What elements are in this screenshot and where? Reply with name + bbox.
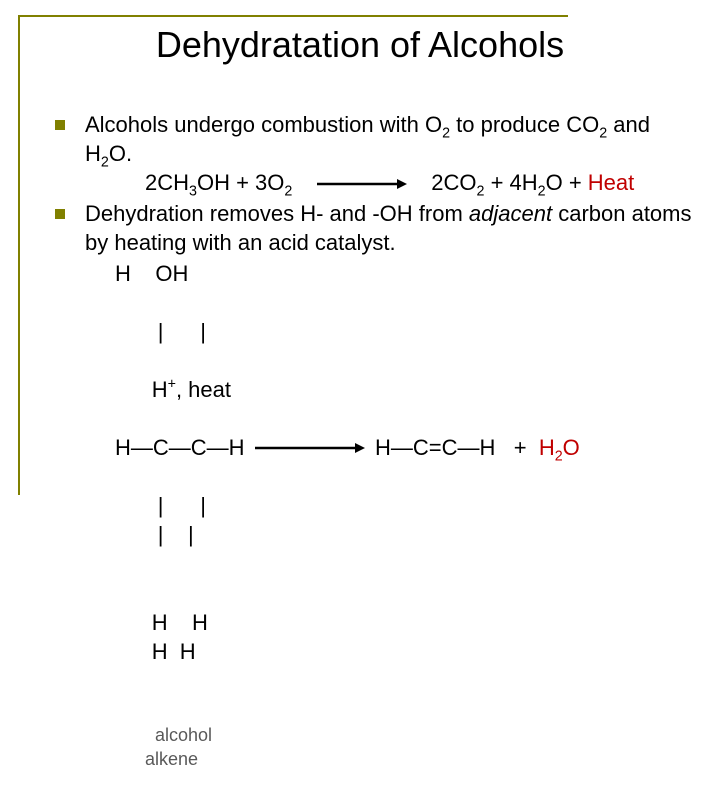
b1-after-o2: to produce CO	[450, 112, 599, 137]
eq-lhs-a: 2CH	[145, 170, 189, 195]
s-row2-l: | |	[152, 319, 206, 344]
bullet-2-text: Dehydration removes H- and -OH from adja…	[85, 199, 700, 257]
s-row3-r: H—C=C—H +	[375, 433, 539, 462]
arrow-icon	[255, 441, 365, 455]
bullet-1: Alcohols undergo combustion with O2 to p…	[55, 110, 700, 197]
b1-end: O.	[109, 141, 132, 166]
eq-rhs-tail: O +	[546, 170, 588, 195]
label-alcohol: alcohol	[145, 724, 415, 748]
frame-left	[18, 15, 20, 495]
page-title: Dehydratation of Alcohols	[0, 24, 720, 66]
b2-italic: adjacent	[469, 201, 552, 226]
s-row2: | | H+, heat	[115, 288, 700, 433]
cond-sup: +	[168, 377, 176, 393]
condition-text: H+, heat	[152, 377, 231, 402]
s-row1-l: H OH	[115, 261, 188, 286]
s-row5-r: H H	[152, 639, 196, 664]
s-row5: H H H H	[115, 579, 700, 695]
frame-top	[18, 15, 568, 17]
label-alkene: alkene	[145, 749, 198, 769]
structure-diagram: H OH | | H+, heat H—C—C—H H—C=C—H + H2O …	[115, 259, 700, 795]
b1-sub3: 2	[101, 154, 109, 170]
s-row3-l: H—C—C—H	[115, 433, 245, 462]
b1-sub2: 2	[599, 125, 607, 141]
s-row1: H OH	[115, 259, 700, 288]
eq-rhs-a: 2CO	[431, 170, 476, 195]
s-row3: H—C—C—H H—C=C—H + H2O	[115, 433, 700, 462]
cond-pre: H	[152, 377, 168, 402]
s-row4-r: | |	[152, 522, 194, 547]
cond-post: , heat	[176, 377, 231, 402]
water: H2O	[539, 433, 580, 462]
bullet-icon	[55, 209, 65, 219]
bullet-1-text: Alcohols undergo combustion with O2 to p…	[85, 110, 700, 197]
b1-sub1: 2	[442, 125, 450, 141]
s-labels: alcohol alkene	[115, 701, 700, 796]
eq-rhs-mid: + 4H	[484, 170, 537, 195]
s-row4-l: | |	[152, 491, 422, 520]
eq-heat: Heat	[588, 170, 634, 195]
content-area: Alcohols undergo combustion with O2 to p…	[55, 110, 700, 796]
combustion-equation: 2CH3OH + 3O2 2CO2 + 4H2O + Heat	[145, 168, 700, 197]
water-o: O	[563, 435, 580, 460]
eq-lhs-a-tail: OH + 3O	[197, 170, 284, 195]
eq-rhs-b-sub: 2	[538, 183, 546, 199]
water-h: H	[539, 435, 555, 460]
bullet-2: Dehydration removes H- and -OH from adja…	[55, 199, 700, 257]
eq-lhs-b-sub: 2	[284, 183, 292, 199]
s-row4: | | | |	[115, 462, 700, 578]
arrow-icon	[317, 177, 407, 191]
water-sub: 2	[555, 449, 563, 465]
b1-intro: Alcohols undergo combustion with O	[85, 112, 442, 137]
eq-lhs-a-sub: 3	[189, 183, 197, 199]
b2-intro: Dehydration removes H- and -OH from	[85, 201, 469, 226]
bullet-icon	[55, 120, 65, 130]
s-row5-l: H H	[152, 608, 420, 637]
